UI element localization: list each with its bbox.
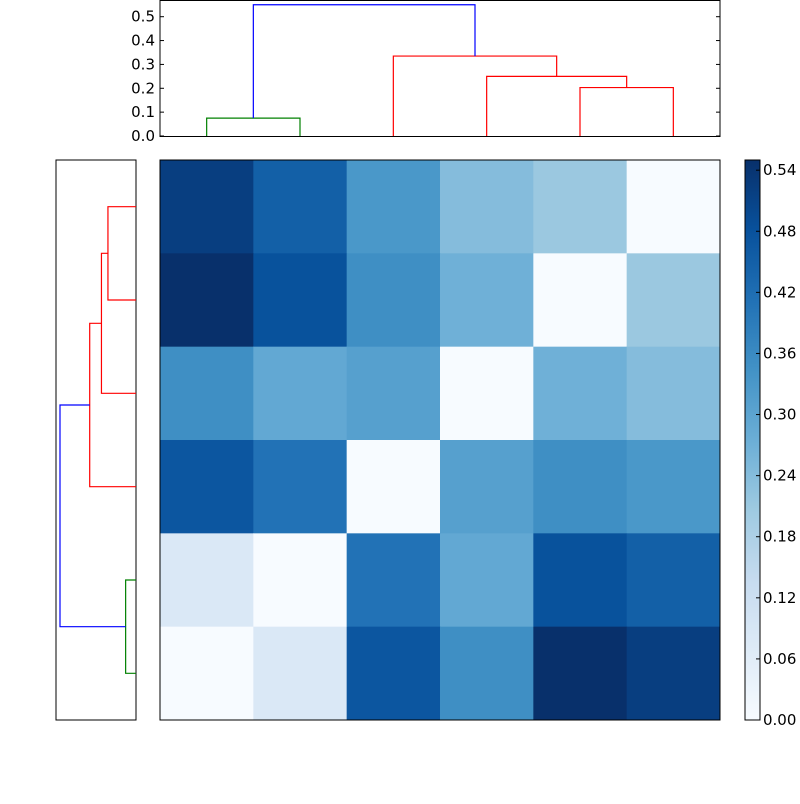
y-tick-label: 0.0 [131,127,155,145]
colorbar-tick-label: 0.24 [763,467,796,485]
colorbar: 0.00 0.06 0.12 0.18 0.24 0.30 0.36 0.42 0.48 0.54 [744,159,796,729]
left-dendrogram [55,159,137,721]
colorbar-tick-label: 0.30 [763,406,796,424]
heatmap-cell [346,253,441,348]
colorbar-tick-label: 0.00 [763,711,796,729]
heatmap-cell [346,440,441,534]
y-tick-label: 0.1 [131,103,155,121]
dendrogram-link [486,75,628,136]
dendrogram-link [392,55,558,136]
heatmap-cell [253,253,348,348]
heatmap-cell [346,533,441,628]
heatmap-cell [533,253,628,348]
colorbar-tick-label: 0.12 [763,589,796,607]
heatmap-cell [160,160,254,254]
heatmap-cell [440,253,534,348]
colorbar-tick-label: 0.36 [763,344,796,362]
heatmap-cell [440,626,534,721]
colorbar-tick-label: 0.18 [763,528,796,546]
dendrogram-link [125,579,136,674]
heatmap-cell [626,626,721,721]
colorbar-tick-label: 0.42 [763,283,796,301]
heatmap-cell [626,346,721,441]
heatmap-cell [253,626,348,721]
y-tick-label: 0.3 [131,55,155,73]
heatmap-cell [533,346,628,441]
heatmap-cell [346,160,441,254]
y-tick-label: 0.5 [131,8,155,26]
dendrogram-link [59,404,126,628]
heatmap-cell [253,160,348,254]
dendrogram-link [100,252,136,394]
heatmap-cell [160,253,254,348]
y-tick-label: 0.4 [131,32,155,50]
heatmap-cell [346,346,441,441]
top-dendrogram: 0.0 0.1 0.2 0.3 0.4 0.5 [131,0,721,145]
heatmap-cell [626,440,721,534]
dendrogram-link [206,117,301,136]
colorbar-gradient [744,159,761,721]
heatmap-cell [626,253,721,348]
heatmap-cell [626,533,721,628]
heatmap-cell [160,440,254,534]
colorbar-tick-label: 0.06 [763,650,796,668]
y-tick-label: 0.2 [131,79,155,97]
colorbar-tick-label: 0.54 [763,161,796,179]
heatmap-cell [253,533,348,628]
heatmap-cell [253,440,348,534]
dendrogram-link [89,322,136,488]
dendrogram-link [107,206,136,301]
heatmap [159,159,721,721]
top-dendrogram-frame [159,0,721,137]
heatmap-cell [160,626,254,721]
left-dendrogram-frame [55,159,137,721]
colorbar-tick-label: 0.48 [763,222,796,240]
heatmap-cell [160,346,254,441]
heatmap-frame [159,159,721,721]
heatmap-cell [626,160,721,254]
heatmap-cell [533,626,628,721]
heatmap-cell [346,626,441,721]
heatmap-cell [533,160,628,254]
heatmap-cell [440,533,534,628]
heatmap-cell [533,533,628,628]
heatmap-cell [160,533,254,628]
dendrogram-link [579,86,674,136]
heatmap-cell [440,346,534,441]
heatmap-cell [533,440,628,534]
dendrogram-link [252,4,476,119]
heatmap-cell [253,346,348,441]
heatmap-cell [440,160,534,254]
heatmap-cell [440,440,534,534]
